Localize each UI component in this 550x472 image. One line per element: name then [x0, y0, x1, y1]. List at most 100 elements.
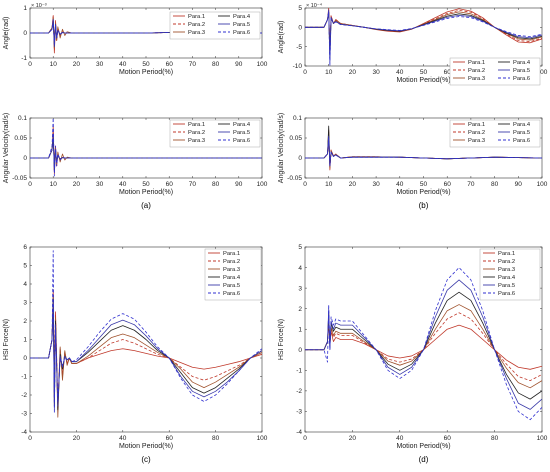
panel-label: (c) [141, 455, 151, 464]
y-tick-label: 5 [23, 263, 27, 270]
x-tick-label: 100 [537, 435, 548, 442]
x-tick-label: 10 [325, 69, 333, 76]
series-group [30, 118, 262, 177]
x-tick-label: 60 [166, 61, 174, 68]
x-axis-label: Motion Period(%) [119, 443, 173, 450]
legend-box [479, 248, 541, 301]
x-tick-label: 0 [303, 435, 307, 442]
x-tick-label: 40 [396, 435, 404, 442]
y-tick-label: -1 [21, 374, 27, 381]
y-tick-label: 1 [298, 326, 302, 333]
y-axis-label: Angle(rad) [3, 17, 10, 50]
x-tick-label: 60 [166, 181, 174, 188]
legend-label: Para.4 [513, 122, 531, 128]
y-tick-label: -2 [296, 388, 302, 395]
panel-label: (a) [141, 201, 151, 210]
panel-label: (b) [419, 201, 429, 210]
legend-label: Para.2 [498, 259, 515, 265]
y-exponent: × 10⁻⁴ [306, 2, 323, 9]
legend: Para.1 Para.2 Para.3 Para.4 Para.5 Para.6 [449, 57, 541, 86]
legend-box [449, 119, 541, 148]
x-tick-label: 0 [303, 69, 307, 76]
x-tick-label: 20 [73, 435, 81, 442]
x-tick-label: 90 [515, 181, 523, 188]
x-tick-label: 60 [166, 435, 174, 442]
legend-label: Para.5 [513, 68, 530, 74]
x-tick-label: 40 [119, 61, 127, 68]
y-tick-label: 0 [298, 25, 302, 32]
x-tick-label: 60 [444, 69, 452, 76]
legend-label: Para.2 [223, 259, 240, 265]
legend-label: Para.5 [498, 283, 515, 289]
legend-label: Para.1 [498, 251, 515, 257]
y-tick-label: -5 [296, 44, 302, 51]
y-tick-label: 0.1 [18, 115, 27, 122]
x-tick-label: 0 [303, 181, 307, 188]
chart-c: 0 20 40 60 80 100 -4 -3 -2 -1 0 1 2 3 4 5 6 Motion Period… [3, 244, 268, 464]
y-axis-label: Angular Velocity(rad/s) [278, 113, 285, 183]
legend-label: Para.1 [188, 14, 205, 20]
x-tick-label: 100 [537, 69, 548, 76]
x-tick-label: 30 [96, 61, 104, 68]
y-tick-label: 1 [23, 5, 27, 12]
series-line-para6 [305, 11, 542, 66]
legend: Para.1 Para.2 Para.3 Para.4 Para.5 Para.6 [169, 119, 261, 148]
legend-label: Para.1 [188, 122, 205, 128]
legend-label: Para.2 [468, 130, 485, 136]
legend-label: Para.3 [223, 267, 240, 273]
y-tick-label: 0 [23, 355, 27, 362]
x-tick-label: 40 [396, 69, 404, 76]
x-tick-label: 60 [444, 435, 452, 442]
y-tick-label: 3 [23, 300, 27, 307]
x-tick-label: 50 [142, 181, 150, 188]
x-tick-label: 30 [372, 69, 380, 76]
x-tick-label: 40 [119, 181, 127, 188]
legend-label: Para.3 [188, 138, 205, 144]
legend-label: Para.5 [513, 130, 530, 136]
x-tick-label: 20 [349, 69, 357, 76]
y-tick-label: 6 [23, 244, 27, 251]
legend: Para.1 Para.2 Para.3 Para.4 Para.5 Para.6 [449, 119, 541, 148]
x-tick-label: 50 [420, 181, 428, 188]
legend-box [169, 11, 261, 40]
y-tick-label: -1 [296, 368, 302, 375]
x-tick-label: 30 [372, 181, 380, 188]
y-tick-label: 4 [23, 281, 27, 288]
y-tick-label: 0 [298, 347, 302, 354]
legend-label: Para.6 [513, 76, 530, 82]
legend-label: Para.1 [468, 122, 485, 128]
x-tick-label: 10 [50, 181, 58, 188]
x-axis-label: Motion Period(%) [396, 189, 450, 196]
y-tick-label: -4 [21, 429, 27, 436]
legend-label: Para.6 [233, 138, 250, 144]
x-tick-label: 10 [325, 181, 333, 188]
series-group [305, 125, 542, 171]
series-line-para2 [30, 292, 262, 405]
y-tick-label: 0 [23, 155, 27, 162]
legend: Para.1 Para.2 Para.3 Para.4 Para.5 Para.6 [479, 248, 541, 301]
x-tick-label: 100 [257, 435, 268, 442]
x-tick-label: 40 [396, 181, 404, 188]
x-tick-label: 70 [467, 181, 475, 188]
y-tick-label: -3 [21, 411, 27, 418]
y-tick-label: -4 [296, 429, 302, 436]
legend-label: Para.4 [498, 275, 516, 281]
y-tick-label: 5 [298, 5, 302, 12]
legend-label: Para.4 [223, 275, 241, 281]
x-axis-label: Motion Period(%) [119, 189, 173, 196]
y-tick-label: -2 [21, 392, 27, 399]
x-tick-label: 70 [189, 181, 197, 188]
legend-label: Para.3 [498, 267, 515, 273]
y-tick-label: 2 [298, 306, 302, 313]
x-tick-label: 70 [189, 61, 197, 68]
series-line-para6 [305, 267, 542, 421]
series-line-para6 [305, 137, 542, 167]
x-tick-label: 80 [491, 181, 499, 188]
legend: Para.1 Para.2 Para.3 Para.4 Para.5 Para.6 [204, 248, 262, 301]
legend-box [204, 248, 262, 301]
y-axis-label: Angle(rad) [278, 21, 285, 54]
legend-box [449, 57, 541, 86]
legend-label: Para.2 [188, 130, 205, 136]
